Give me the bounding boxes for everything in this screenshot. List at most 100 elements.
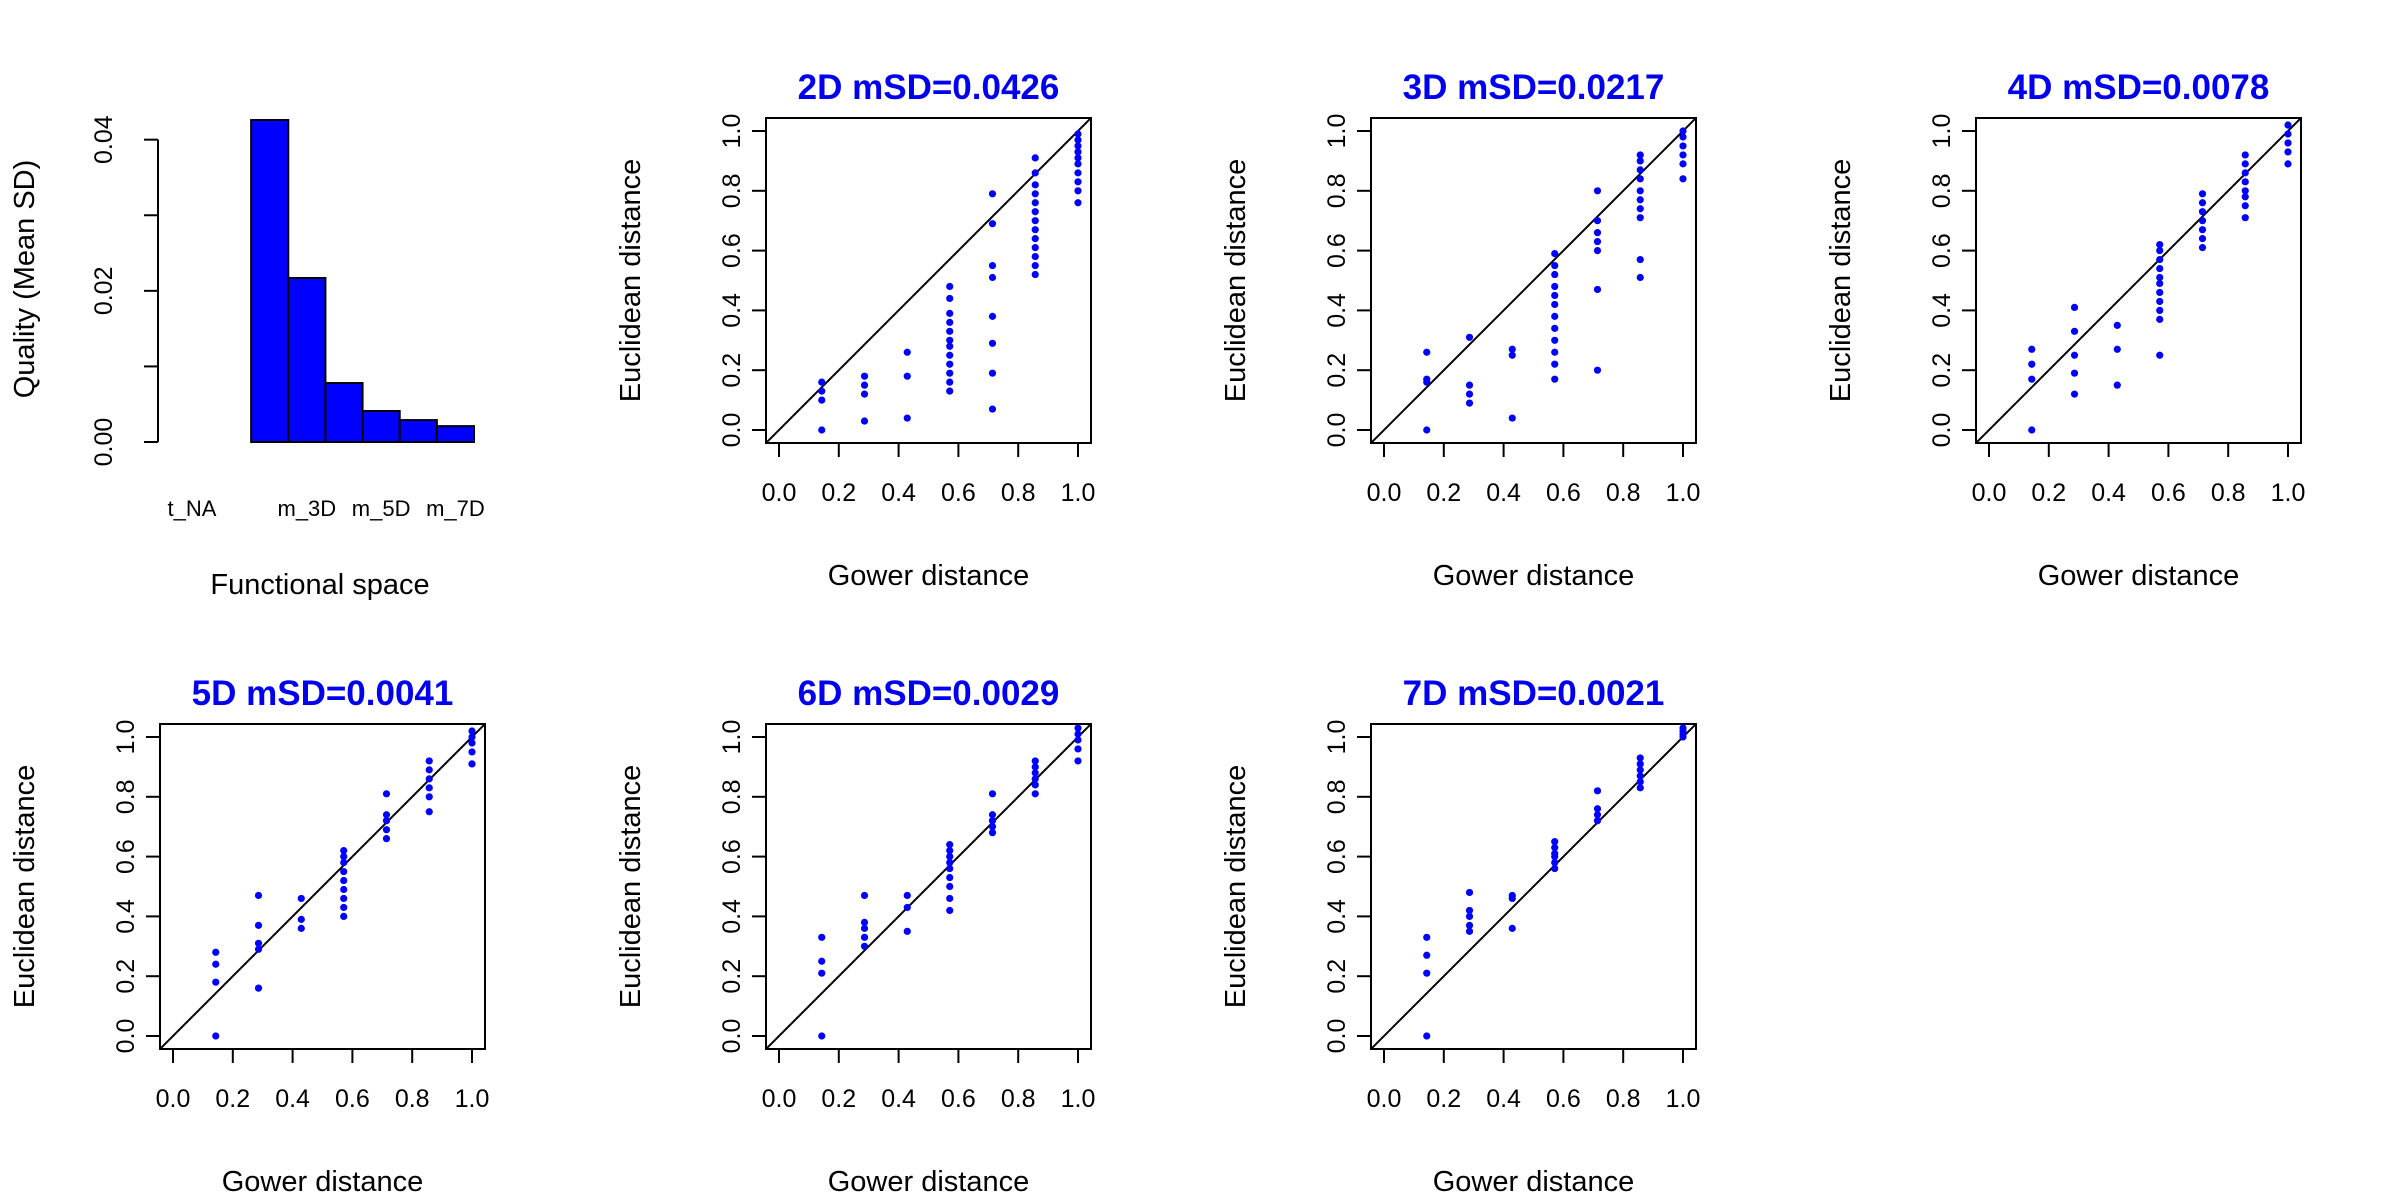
x-tick-label: 0.0 xyxy=(156,1085,191,1113)
y-tick-label: 0.2 xyxy=(1928,353,1956,388)
scatter-panel: 2D mSD=0.0426 0.0 0.2 0.4 0.6 0.8 1.0 0.0 0.2 0.4… xyxy=(615,68,1095,592)
data-point xyxy=(1679,142,1687,150)
x-tick-label: 0.4 xyxy=(881,479,916,507)
plot-frame xyxy=(159,723,486,1050)
data-point xyxy=(1031,244,1039,252)
data-point xyxy=(2284,160,2292,168)
data-point xyxy=(2070,303,2079,312)
y-axis-label: Euclidean distance xyxy=(615,159,647,402)
y-tick-label: 0.8 xyxy=(718,779,746,814)
data-point xyxy=(340,885,348,894)
x-tick-label: 0.0 xyxy=(762,479,797,507)
data-point xyxy=(425,757,433,765)
data-point xyxy=(254,891,263,900)
y-tick-label: 0.0 xyxy=(1323,413,1351,448)
data-point xyxy=(1031,270,1039,279)
data-point xyxy=(2241,160,2249,168)
data-point xyxy=(1636,766,1644,774)
data-point xyxy=(212,948,220,956)
y-tick-label: 0.6 xyxy=(1928,233,1956,268)
data-point xyxy=(860,390,869,398)
bar xyxy=(287,276,327,443)
x-axis-label: Functional space xyxy=(210,569,429,601)
x-tick-label: 0.8 xyxy=(395,1085,430,1113)
data-point xyxy=(1679,133,1687,141)
data-point xyxy=(1636,784,1644,792)
data-point xyxy=(1031,226,1039,234)
x-axis-label: Gower distance xyxy=(2038,560,2240,592)
data-point xyxy=(1031,757,1039,765)
x-tick-label: 0.8 xyxy=(2211,479,2246,507)
y-tick-label: 0.6 xyxy=(718,233,746,268)
data-point xyxy=(1551,348,1559,356)
data-point xyxy=(468,760,476,768)
data-point xyxy=(1551,858,1559,867)
panel-title: 6D mSD=0.0029 xyxy=(798,674,1060,713)
scatter-panel: 6D mSD=0.0029 0.0 0.2 0.4 0.6 0.8 1.0 0.0 0.2 0.4… xyxy=(615,674,1095,1198)
data-point xyxy=(1508,351,1516,359)
data-point xyxy=(2156,288,2164,297)
data-point xyxy=(946,327,954,335)
y-tick-label: 0.8 xyxy=(112,779,140,814)
data-point xyxy=(1551,282,1559,291)
x-tick-label: 0.6 xyxy=(941,479,976,507)
y-tick-label: 0.6 xyxy=(1323,839,1351,874)
data-point xyxy=(2198,217,2207,225)
data-point xyxy=(2284,139,2292,147)
data-point xyxy=(2241,214,2249,222)
data-point xyxy=(2198,244,2207,252)
data-point xyxy=(254,945,263,953)
reference-line xyxy=(766,724,1091,1049)
data-point xyxy=(1551,844,1559,852)
data-point xyxy=(1074,136,1082,144)
data-point xyxy=(1593,811,1602,819)
data-point xyxy=(340,858,348,867)
x-tick-label: 0.0 xyxy=(1367,479,1402,507)
data-point xyxy=(1593,187,1602,195)
data-point xyxy=(1031,252,1039,261)
y-tick-label: 0.2 xyxy=(1323,353,1351,388)
plot-frame xyxy=(1975,117,2302,444)
data-point xyxy=(860,372,869,380)
x-tick-label: 0.2 xyxy=(821,479,856,507)
data-point xyxy=(1593,285,1602,294)
data-point xyxy=(382,817,391,825)
data-point xyxy=(903,927,911,935)
bar xyxy=(324,382,364,443)
x-axis-label: Gower distance xyxy=(1433,1166,1635,1198)
data-point xyxy=(2241,151,2249,159)
data-point xyxy=(1593,805,1602,813)
data-point xyxy=(2156,297,2164,306)
data-point xyxy=(1031,217,1039,225)
data-point xyxy=(1074,757,1082,765)
data-point xyxy=(1679,160,1687,168)
scatter-panel: 7D mSD=0.0021 0.0 0.2 0.4 0.6 0.8 1.0 0.0 0.2 0.4… xyxy=(1220,674,1700,1198)
data-point xyxy=(2198,190,2207,198)
plot-frame xyxy=(1370,117,1697,444)
data-point xyxy=(1636,166,1644,174)
reference-line xyxy=(1371,724,1696,1049)
y-axis-label: Quality (Mean SD) xyxy=(9,160,41,399)
y-tick-label: 0.6 xyxy=(112,839,140,874)
data-point xyxy=(1551,324,1559,332)
y-axis-label: Euclidean distance xyxy=(615,765,647,1008)
x-tick-label: 0.0 xyxy=(1972,479,2007,507)
data-point xyxy=(1508,414,1516,422)
x-tick-label: 1.0 xyxy=(1666,479,1701,507)
panel-title: 2D mSD=0.0426 xyxy=(798,68,1060,107)
data-point xyxy=(946,336,954,344)
y-tick-label: 1.0 xyxy=(1323,720,1351,755)
y-axis-label: Euclidean distance xyxy=(1220,159,1252,402)
data-point xyxy=(212,1032,220,1040)
data-point xyxy=(1465,390,1474,398)
data-point xyxy=(2284,130,2292,138)
y-tick-label: 0.0 xyxy=(112,1019,140,1054)
data-point xyxy=(1423,951,1431,959)
data-point xyxy=(1679,151,1687,159)
y-tick-label: 0.0 xyxy=(718,1019,746,1054)
data-point xyxy=(1423,426,1431,434)
data-point xyxy=(254,939,263,947)
x-tick-label: 0.6 xyxy=(335,1085,370,1113)
y-tick-label: 0.4 xyxy=(1323,899,1351,934)
data-point xyxy=(946,853,954,861)
